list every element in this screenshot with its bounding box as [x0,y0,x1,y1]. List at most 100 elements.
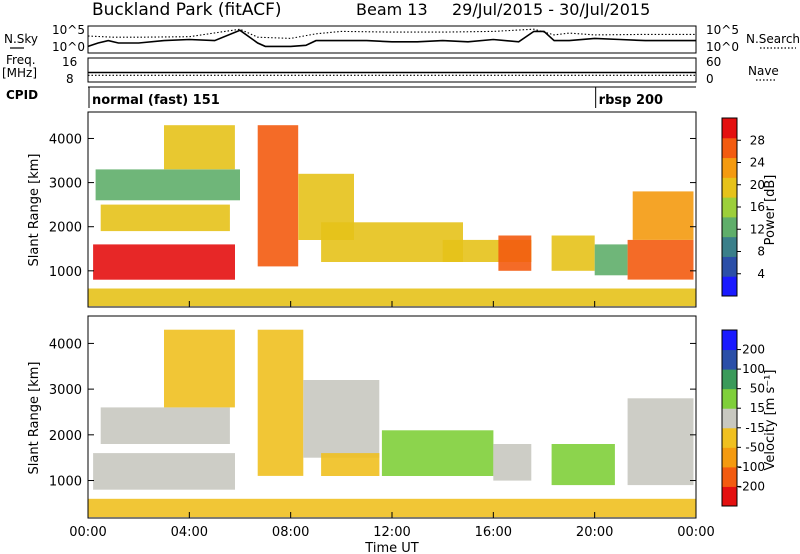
power-panel: 1000 2000 3000 4000 Slant Range [km] 4 8 12 16… [27,111,778,308]
velocity-region-0 [93,453,235,490]
velocity-colorbar-swatch-3 [722,427,737,448]
velocity-region-1 [100,407,230,444]
velocity-colorbar-label-6: 100 [742,362,765,376]
velocity-region-9 [627,398,694,486]
power-colorbar-swatch-4 [722,197,737,218]
power-colorbar-label-4: 20 [750,178,765,192]
x-tick-label-2: 08:00 [272,525,309,540]
power-colorbar-label-0: 4 [757,267,765,281]
velocity-region-7 [493,444,532,481]
x-tick-label-0: 00:00 [69,525,106,540]
velocity-region-6 [381,430,494,476]
power-region-2 [95,169,240,201]
velocity-region-3 [257,329,304,476]
power-colorbar-swatch-8 [722,118,737,139]
power-region-10 [594,244,628,276]
power-colorbar-label-5: 24 [750,156,765,170]
cpid-segment-label-1: rbsp 200 [599,93,663,108]
freq-units: [MHz] [2,66,37,80]
velocity-ylabel: Slant Range [km] [27,362,42,475]
power-region-1 [100,204,230,232]
power-colorbar-label-1: 8 [757,245,765,259]
velocity-colorbar-swatch-2 [722,447,737,468]
x-tick-label-6: 00:00 [677,525,714,540]
power-region-4 [257,125,299,267]
power-ytick-label-1: 2000 [49,221,82,236]
cpid-segment-label-0: normal (fast) 151 [92,93,220,108]
velocity-colorbar-swatch-5 [722,388,737,409]
velocity-colorbar-label-0: -200 [738,479,765,493]
noise-series-0 [87,29,696,48]
x-tick-label-3: 12:00 [373,525,410,540]
power-colorbar-label-6: 28 [750,133,765,147]
power-colorbar-label: Power [dB] [763,175,778,246]
freq-label: Freq. [6,53,36,67]
noise-right-tick-top: 10^5 [706,23,739,37]
noise-panel-frame [87,25,697,54]
x-tick-label-4: 16:00 [475,525,512,540]
velocity-region-5 [321,453,380,476]
velocity-colorbar-swatch-7 [722,349,737,370]
power-region-8 [498,235,532,271]
noise-left-tick-top: 10^5 [52,23,85,37]
x-tick-label-1: 04:00 [171,525,208,540]
noise-left-tick-bottom: 10^0 [52,40,85,54]
velocity-colorbar-label: Velocity [m s⁻¹] [763,370,778,471]
velocity-colorbar-label-1: -100 [738,460,765,474]
power-colorbar-swatch-7 [722,137,737,159]
power-ylabel: Slant Range [km] [27,154,42,267]
nave-label: Nave [748,64,779,78]
noise-series-1 [87,28,696,39]
velocity-region-10 [88,498,696,518]
power-colorbar-swatch-6 [722,157,737,178]
velocity-colorbar-label-5: 50 [750,382,765,396]
freq-tick-top: 16 [62,55,77,69]
velocity-colorbar-swatch-1 [722,466,737,487]
velocity-region-4 [303,380,380,458]
power-colorbar-label-3: 16 [750,200,765,214]
x-tick-label-5: 20:00 [576,525,613,540]
velocity-colorbar-label-3: -15 [745,421,765,435]
power-region-9 [551,235,595,271]
nave-tick-top: 60 [706,55,721,69]
power-colorbar-swatch-3 [722,216,737,238]
station-title: Buckland Park (fitACF) [92,0,282,20]
velocity-ytick-label-1: 2000 [49,429,82,444]
velocity-colorbar-swatch-8 [722,330,737,351]
power-ytick-label-2: 3000 [49,177,82,192]
power-region-3 [164,125,235,170]
velocity-colorbar-swatch-0 [722,486,737,507]
power-colorbar-swatch-5 [722,177,737,198]
power-colorbar-label-2: 12 [750,222,765,236]
velocity-region-8 [551,444,615,486]
date-range: 29/Jul/2015 - 30/Jul/2015 [452,0,650,19]
frequency-panel: Freq. [MHz] 16 8 60 0 Nave [2,53,779,86]
frequency-panel-frame [87,57,697,83]
noise-right-label: N.Search [746,32,800,46]
velocity-colorbar-label-2: -50 [745,440,765,454]
power-ytick-label-3: 4000 [49,132,82,147]
noise-right-tick-bottom: 10^0 [706,40,739,54]
power-colorbar-swatch-0 [722,276,737,297]
power-colorbar-swatch-1 [722,256,737,277]
velocity-colorbar-label-4: 15 [750,401,765,415]
noise-panel: N.Sky 10^5 10^0 10^5 10^0 N.Search [4,23,800,54]
beam-label: Beam 13 [356,0,428,19]
power-region-11 [627,239,694,280]
velocity-panel: 1000 2000 3000 4000 00:00 04:00 08:00 12:00 16:… [27,301,778,554]
power-region-12 [632,191,694,240]
velocity-colorbar-swatch-4 [722,408,737,429]
velocity-ytick-label-0: 1000 [49,475,82,490]
velocity-region-2 [164,329,235,408]
power-region-0 [93,244,235,280]
power-colorbar-swatch-2 [722,236,737,257]
velocity-ytick-label-3: 4000 [49,337,82,352]
nave-tick-bottom: 0 [706,72,714,86]
freq-tick-bottom: 8 [66,72,74,86]
power-region-13 [88,288,696,307]
velocity-colorbar-frame [721,329,738,507]
velocity-ytick-label-2: 3000 [49,383,82,398]
x-axis-label: Time UT [364,541,418,554]
cpid-label: CPID [6,88,38,102]
